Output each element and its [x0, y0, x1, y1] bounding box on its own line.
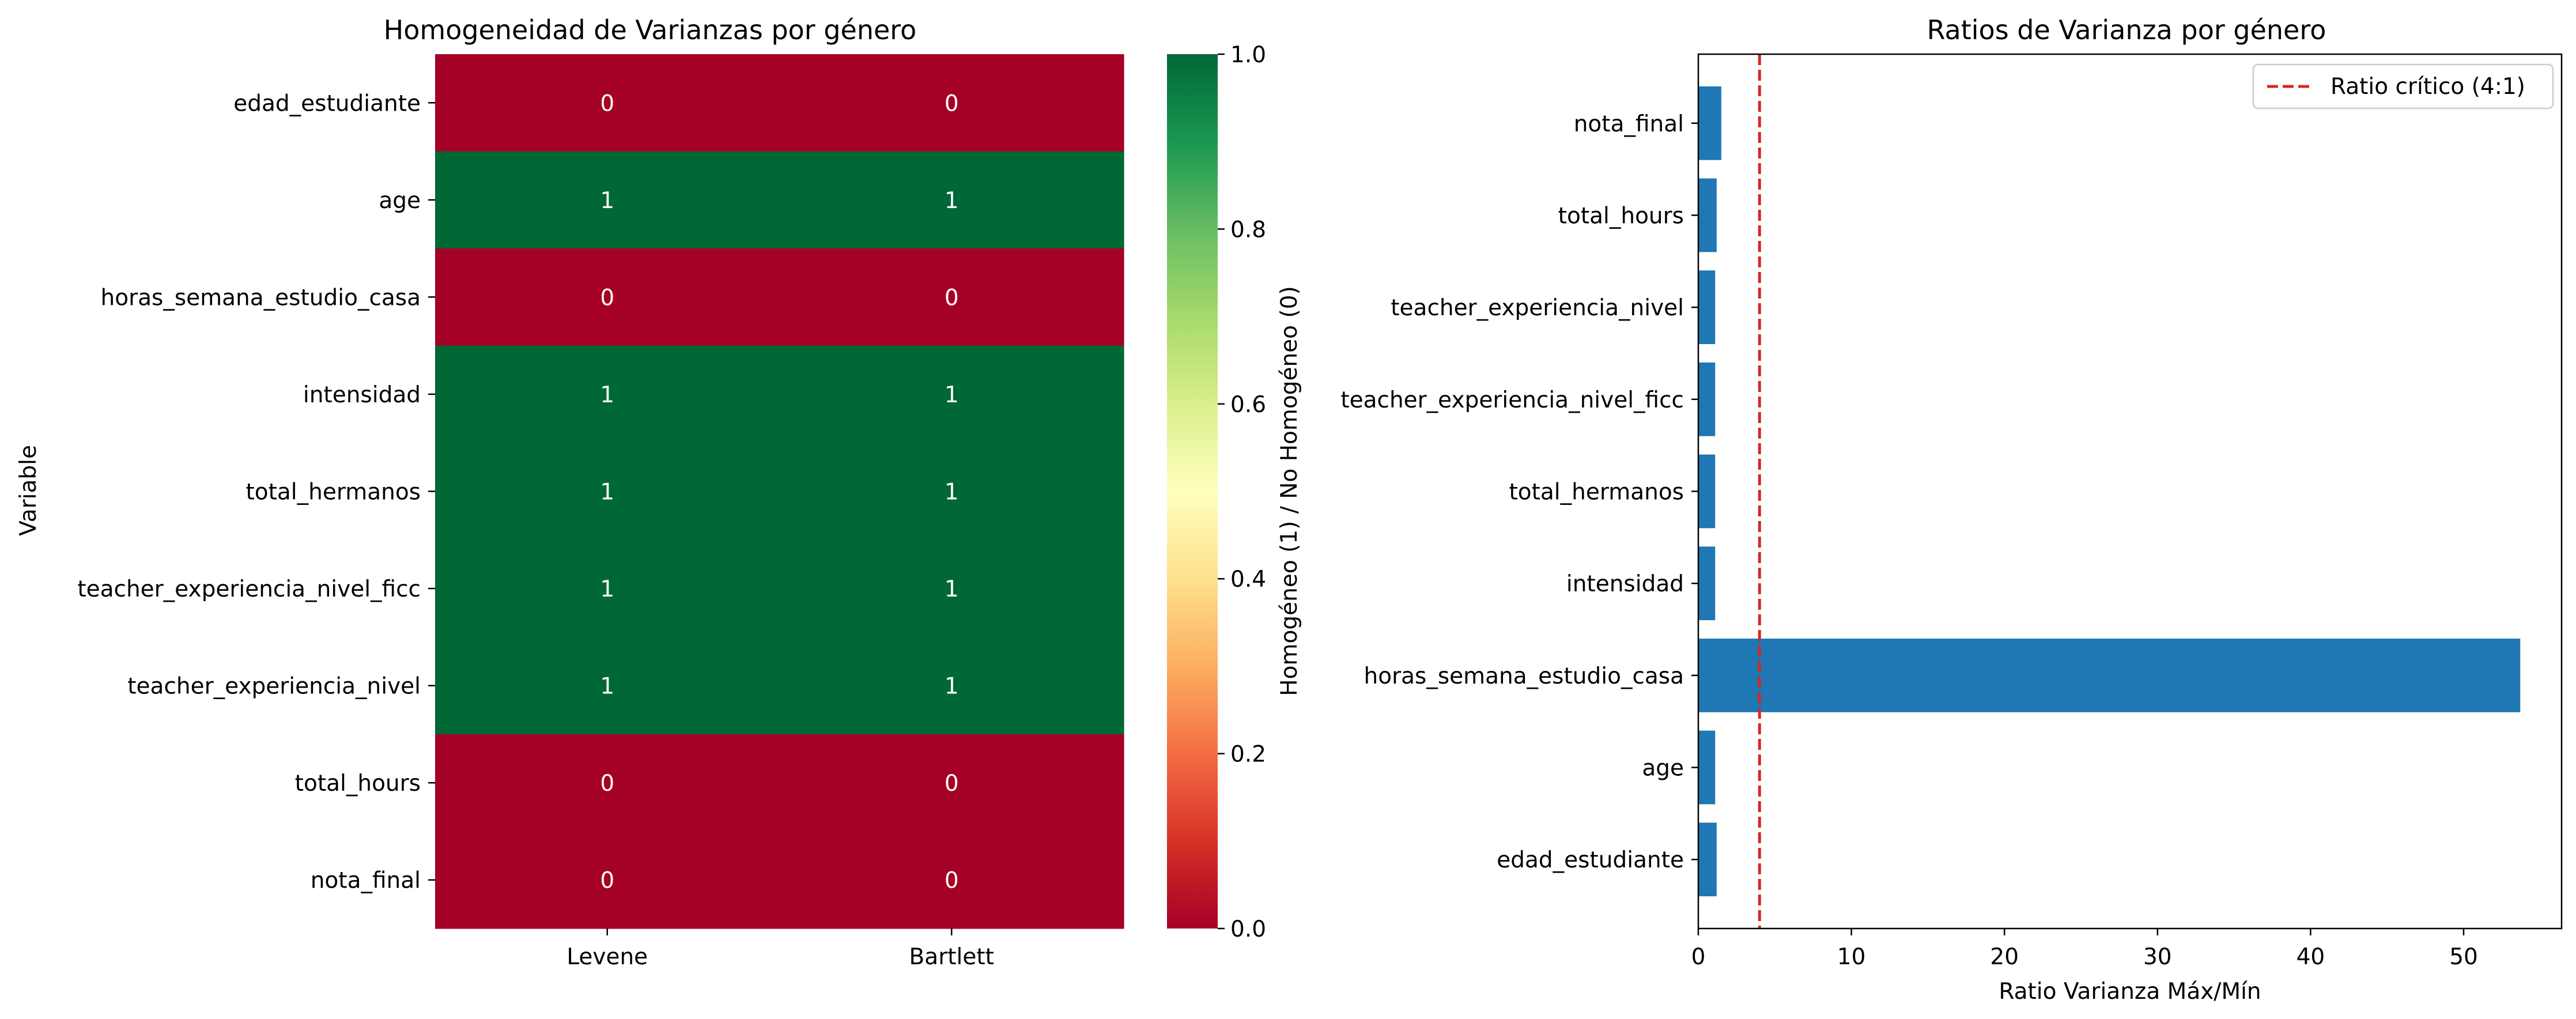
- heatmap-cell-label: 1: [600, 674, 614, 700]
- heatmap-x-tick-label: Bartlett: [909, 944, 994, 970]
- heatmap-cell-label: 0: [600, 285, 614, 311]
- colorbar: 0.0 0.2 0.4 0.6 0.8 1.0 Homogéneo (1) / No Ho…: [1167, 42, 1302, 942]
- bar-horas-semana-estudio-casa: [1698, 638, 2521, 712]
- heatmap-chart: Homogeneidad de Varianzas por género Var…: [16, 14, 1124, 970]
- heatmap-y-tick-label: edad_estudiante: [233, 90, 421, 116]
- heatmap-cell-teacher-experiencia-nivel-ficc-bartlett: [779, 539, 1124, 637]
- colorbar-ticks: 0.0 0.2 0.4 0.6 0.8 1.0: [1218, 42, 1266, 942]
- heatmap-cell-age-bartlett: [779, 151, 1124, 249]
- bar-y-tick-label: total_hermanos: [1509, 480, 1684, 505]
- heatmap-cell-teacher-experiencia-nivel-bartlett: [779, 637, 1124, 735]
- bar-y-tick-label: horas_semana_estudio_casa: [1364, 663, 1684, 689]
- bar-plot-frame: [1697, 53, 2563, 930]
- heatmap-cell-intensidad-bartlett: [779, 345, 1124, 443]
- bar-x-ticks: 0 10 20 30 40 50: [1691, 929, 2478, 970]
- heatmap-cell-horas-semana-estudio-casa-bartlett: [779, 248, 1124, 346]
- colorbar-tick-label: 0.0: [1230, 916, 1266, 942]
- heatmap-cell-label: 0: [600, 868, 614, 894]
- bar-nota-final: [1698, 86, 1721, 160]
- heatmap-y-tick-label: intensidad: [303, 382, 421, 408]
- bar-y-tick-label: teacher_experiencia_nivel: [1391, 295, 1684, 321]
- heatmap-cell-label: 1: [600, 382, 614, 408]
- heatmap-cell-label: 0: [945, 868, 959, 894]
- heatmap-cell-label: 1: [945, 674, 959, 700]
- bar-y-tick-label: teacher_experiencia_nivel_ficc: [1340, 387, 1684, 413]
- heatmap-cell-total-hermanos-bartlett: [779, 443, 1124, 541]
- heatmap-cell-nota-final-bartlett: [779, 831, 1124, 929]
- bar-y-tick-label: age: [1642, 756, 1684, 782]
- bar-x-tick-label: 0: [1691, 944, 1706, 970]
- heatmap-cells: [435, 54, 1124, 929]
- heatmap-x-ticks: Levene Bartlett: [566, 929, 994, 970]
- heatmap-cell-total-hermanos-levene: [435, 443, 780, 541]
- heatmap-y-tick-label: age: [379, 188, 421, 214]
- legend: Ratio crítico (4:1): [2252, 63, 2554, 110]
- bar-intensidad: [1698, 546, 1716, 621]
- bar-y-ticks: edad_estudiante age horas_semana_estudio_c…: [1340, 111, 1698, 873]
- bar-total-hermanos: [1698, 454, 1716, 529]
- legend-frame: [2252, 63, 2554, 110]
- colorbar-tick-label: 0.4: [1230, 567, 1266, 592]
- heatmap-y-tick-label: teacher_experiencia_nivel: [127, 674, 421, 700]
- colorbar-tick-label: 0.6: [1230, 392, 1266, 418]
- colorbar-tick-label: 0.2: [1230, 742, 1266, 768]
- bar-title: Ratios de Varianza por género: [1927, 14, 2326, 46]
- heatmap-cell-label: 1: [945, 480, 959, 505]
- bar-x-tick-label: 50: [2449, 944, 2478, 970]
- bar-x-tick-label: 40: [2297, 944, 2325, 970]
- bar-chart: Ratios de Varianza por género edad_estud…: [1340, 14, 2563, 1005]
- heatmap-cell-label: 1: [600, 576, 614, 602]
- heatmap-y-tick-label: total_hermanos: [245, 480, 421, 505]
- heatmap-cell-nota-final-levene: [435, 831, 780, 929]
- heatmap-cell-labels: 0 0 1 1 0 0 1 1 1 1 1 1 1 1 0 0 0 0: [600, 90, 958, 893]
- heatmap-cell-horas-semana-estudio-casa-levene: [435, 248, 780, 346]
- heatmap-cell-label: 1: [945, 382, 959, 408]
- heatmap-cell-label: 0: [945, 771, 959, 797]
- bar-y-tick-label: intensidad: [1566, 571, 1684, 597]
- colorbar-label: Homogéneo (1) / No Homogéneo (0): [1276, 286, 1302, 696]
- heatmap-cell-label: 0: [945, 285, 959, 311]
- bars: [1698, 86, 2521, 897]
- colorbar-tick-label: 1.0: [1230, 42, 1266, 68]
- heatmap-y-tick-label: teacher_experiencia_nivel_ficc: [77, 576, 421, 602]
- bar-y-tick-label: edad_estudiante: [1497, 847, 1684, 873]
- heatmap-cell-label: 1: [600, 480, 614, 505]
- heatmap-cell-label: 0: [600, 771, 614, 797]
- heatmap-cell-teacher-experiencia-nivel-levene: [435, 637, 780, 735]
- heatmap-cell-label: 1: [600, 188, 614, 214]
- heatmap-cell-label: 0: [600, 90, 614, 116]
- colorbar-tick-label: 0.8: [1230, 217, 1266, 243]
- bar-teacher-experiencia-nivel-ficc: [1698, 362, 1716, 436]
- heatmap-cell-total-hours-bartlett: [779, 734, 1124, 832]
- bar-y-tick-label: nota_final: [1574, 111, 1684, 137]
- heatmap-y-tick-label: nota_final: [311, 868, 421, 894]
- bar-edad-estudiante: [1698, 822, 1717, 897]
- bar-total-hours: [1698, 178, 1717, 252]
- bar-x-tick-label: 10: [1837, 944, 1866, 970]
- heatmap-y-axis-label: Variable: [16, 445, 41, 536]
- heatmap-cell-teacher-experiencia-nivel-ficc-levene: [435, 539, 780, 637]
- heatmap-cell-total-hours-levene: [435, 734, 780, 832]
- heatmap-x-tick-label: Levene: [566, 944, 648, 970]
- heatmap-cell-age-levene: [435, 151, 780, 249]
- bar-age: [1698, 730, 1716, 805]
- bar-x-axis-label: Ratio Varianza Máx/Mín: [1999, 979, 2261, 1005]
- bar-teacher-experiencia-nivel: [1698, 270, 1716, 345]
- colorbar-gradient: [1167, 54, 1218, 929]
- heatmap-cell-edad-estudiante-levene: [435, 54, 780, 152]
- heatmap-title: Homogeneidad de Varianzas por género: [384, 14, 917, 46]
- bar-x-tick-label: 20: [1990, 944, 2019, 970]
- heatmap-y-tick-label: horas_semana_estudio_casa: [101, 285, 421, 311]
- heatmap-cell-edad-estudiante-bartlett: [779, 54, 1124, 152]
- bar-y-tick-label: total_hours: [1558, 203, 1684, 229]
- bar-x-tick-label: 30: [2143, 944, 2172, 970]
- heatmap-cell-label: 1: [945, 576, 959, 602]
- legend-label: Ratio crítico (4:1): [2331, 74, 2525, 100]
- heatmap-cell-label: 0: [945, 90, 959, 116]
- heatmap-y-tick-label: total_hours: [295, 771, 421, 797]
- heatmap-cell-label: 1: [945, 188, 959, 214]
- heatmap-cell-intensidad-levene: [435, 345, 780, 443]
